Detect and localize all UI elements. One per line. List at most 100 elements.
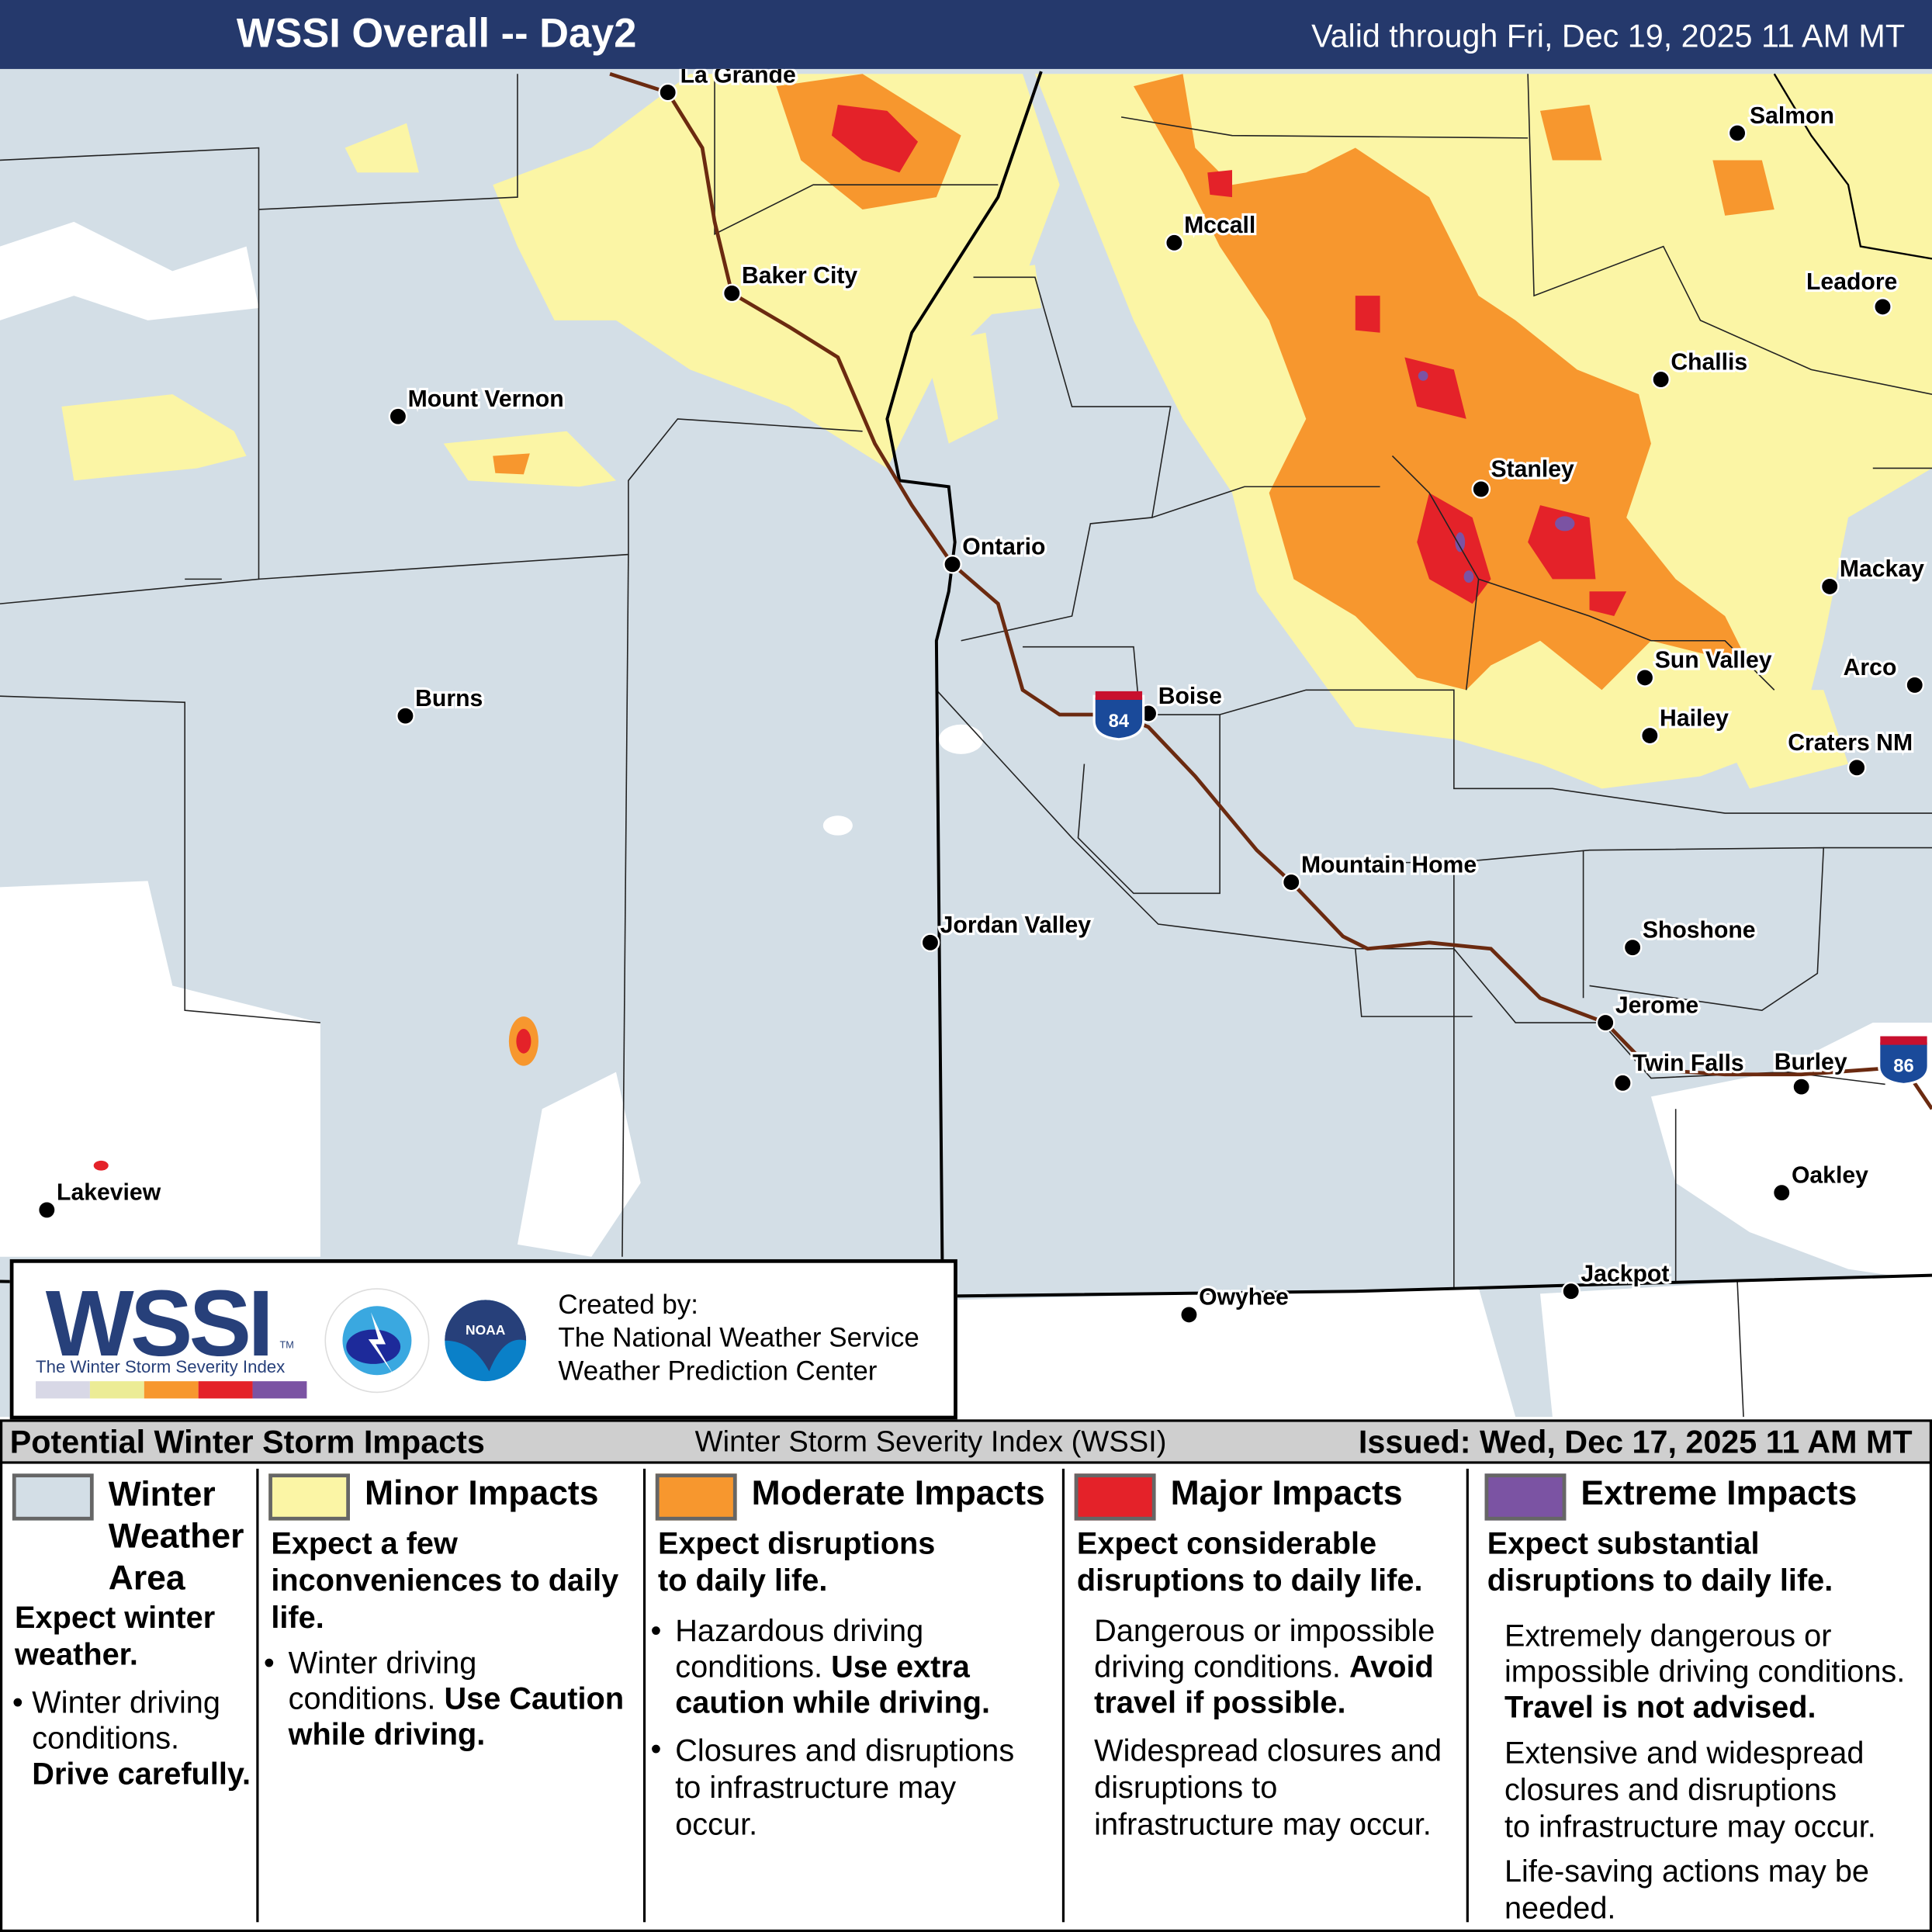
city-dot: [1651, 369, 1671, 390]
city-label: Lakeview: [57, 1180, 161, 1206]
city-dot: [1165, 233, 1184, 253]
legend-detail: occur.: [675, 1807, 758, 1843]
swatch-extreme: [1484, 1473, 1567, 1521]
city-dot: [1635, 668, 1655, 687]
logo-box: WSSI TM The Winter Storm Severity Index …: [9, 1259, 957, 1420]
city-dot: [1727, 123, 1747, 143]
city-label: Mountain Home: [1301, 852, 1477, 878]
us-highway: [1773, 73, 1932, 260]
city-label: Salmon: [1750, 103, 1834, 129]
trademark: TM: [279, 1339, 294, 1351]
legend-major: Major Impacts Expect considerable disrupt…: [1074, 1461, 1464, 1923]
legend-header: Potential Winter Storm Impacts Winter St…: [0, 1419, 1932, 1464]
legend-detail: Use extra: [831, 1650, 970, 1684]
legend-title: Potential Winter Storm Impacts: [9, 1423, 485, 1460]
map-title: WSSI Overall -- Day2: [236, 9, 637, 56]
impact-map: La Grande Baker City Mount Vernon Burns Lake…: [0, 68, 1932, 1418]
legend-detail: Closures and disruptions: [675, 1733, 1015, 1768]
legend-detail: driving conditions.: [1094, 1650, 1341, 1684]
legend-detail: disruptions to: [1094, 1770, 1278, 1806]
city-dot: [1819, 576, 1840, 597]
wssi-subtitle: The Winter Storm Severity Index: [36, 1356, 286, 1376]
extreme-impact-areas: [1418, 370, 1575, 583]
legend-index-name: Winter Storm Severity Index (WSSI): [694, 1425, 1167, 1459]
legend-summary: life.: [271, 1600, 324, 1636]
shield-number: 84: [1109, 711, 1130, 732]
legend-label: Minor Impacts: [365, 1473, 599, 1512]
legend-summary: to daily life.: [657, 1563, 828, 1598]
shield-number: 86: [1893, 1056, 1913, 1077]
city-label: Challis: [1671, 349, 1747, 375]
legend-detail: Travel is not advised.: [1504, 1690, 1816, 1726]
header-bar: WSSI Overall -- Day2 Valid through Fri, …: [0, 0, 1932, 69]
city-dot: [1179, 1305, 1199, 1324]
city-label: Owyhee: [1199, 1285, 1289, 1311]
city-label: Jackpot: [1581, 1262, 1669, 1287]
legend-detail: impossible driving conditions.: [1504, 1654, 1906, 1690]
city-dot: [658, 82, 678, 102]
valid-through: Valid through Fri, Dec 19, 2025 11 AM MT: [1311, 17, 1906, 54]
legend-detail: to infrastructure may: [675, 1770, 957, 1806]
city-label: Mackay: [1840, 556, 1924, 582]
nws-logo-icon: [324, 1288, 430, 1394]
interstate-road: [609, 72, 1932, 1110]
city-label: Oakley: [1792, 1162, 1868, 1188]
legend-detail: conditions.: [288, 1681, 436, 1717]
city-dot: [1471, 480, 1491, 499]
city-dot: [1640, 725, 1660, 746]
city-label: Baker City: [742, 263, 857, 289]
city-dot: [1873, 297, 1892, 317]
city-dot: [396, 706, 415, 725]
swatch-minor: [268, 1473, 350, 1521]
issued-time: Issued: Wed, Dec 17, 2025 11 AM MT: [1358, 1423, 1913, 1460]
city-dot: [1771, 1182, 1792, 1203]
city-dot: [1847, 758, 1867, 777]
city-dot: [388, 407, 408, 427]
legend-detail: Life-saving actions may be: [1504, 1854, 1869, 1889]
legend-summary: Expect substantial: [1487, 1526, 1760, 1562]
creator-nws: The National Weather Service: [558, 1321, 919, 1353]
legend-detail: Extremely dangerous or: [1504, 1619, 1832, 1654]
county-boundaries: [0, 74, 1932, 1418]
legend-detail: to infrastructure may occur.: [1504, 1809, 1876, 1845]
color-scale-bar: [36, 1381, 307, 1399]
city-dot: [1905, 675, 1925, 695]
created-by-label: Created by:: [558, 1289, 698, 1320]
legend-detail: Drive carefully.: [32, 1757, 251, 1792]
legend-extreme: Extreme Impacts Expect substantial disrup…: [1484, 1461, 1929, 1926]
legend-detail: Widespread closures and: [1094, 1733, 1442, 1768]
legend-detail: Hazardous driving: [675, 1614, 924, 1649]
legend-detail: Winter driving: [288, 1646, 477, 1681]
city-dot: [1622, 937, 1643, 957]
city-label: Arco: [1844, 655, 1897, 680]
city-dot: [1561, 1281, 1581, 1301]
legend-label: Extreme Impacts: [1581, 1473, 1858, 1512]
legend-detail: Use Caution: [444, 1681, 625, 1717]
city-dot: [722, 283, 742, 303]
legend-detail: Extensive and widespread: [1504, 1736, 1864, 1771]
city-markers: La Grande Baker City Mount Vernon Burns Lake…: [37, 69, 1927, 1324]
legend-detail: closures and disruptions: [1504, 1773, 1837, 1808]
city-dot: [1595, 1013, 1615, 1033]
legend-label: Moderate Impacts: [751, 1473, 1045, 1512]
legend-summary: inconveniences to daily: [271, 1563, 619, 1598]
legend-label: Winter: [108, 1474, 216, 1514]
city-label: Shoshone: [1643, 917, 1756, 943]
city-label: Jerome: [1615, 992, 1698, 1018]
interstate-86-shield: 86: [1878, 1036, 1930, 1086]
legend-label: Area: [108, 1558, 185, 1598]
swatch-major: [1074, 1473, 1156, 1521]
legend-label: Major Impacts: [1170, 1473, 1403, 1512]
legend-detail: infrastructure may occur.: [1094, 1807, 1432, 1843]
legend-detail: travel if possible.: [1094, 1685, 1346, 1720]
wssi-logo: WSSI: [45, 1271, 274, 1376]
no-snow-areas: [0, 221, 1932, 1418]
city-dot: [1792, 1077, 1811, 1096]
city-dot: [1281, 872, 1301, 892]
swatch-moderate: [655, 1473, 737, 1521]
svg-text:NOAA: NOAA: [466, 1322, 506, 1338]
legend-detail: conditions.: [675, 1650, 823, 1684]
legend-summary: disruptions to daily life.: [1487, 1563, 1833, 1598]
legend-detail: Avoid: [1349, 1650, 1434, 1684]
